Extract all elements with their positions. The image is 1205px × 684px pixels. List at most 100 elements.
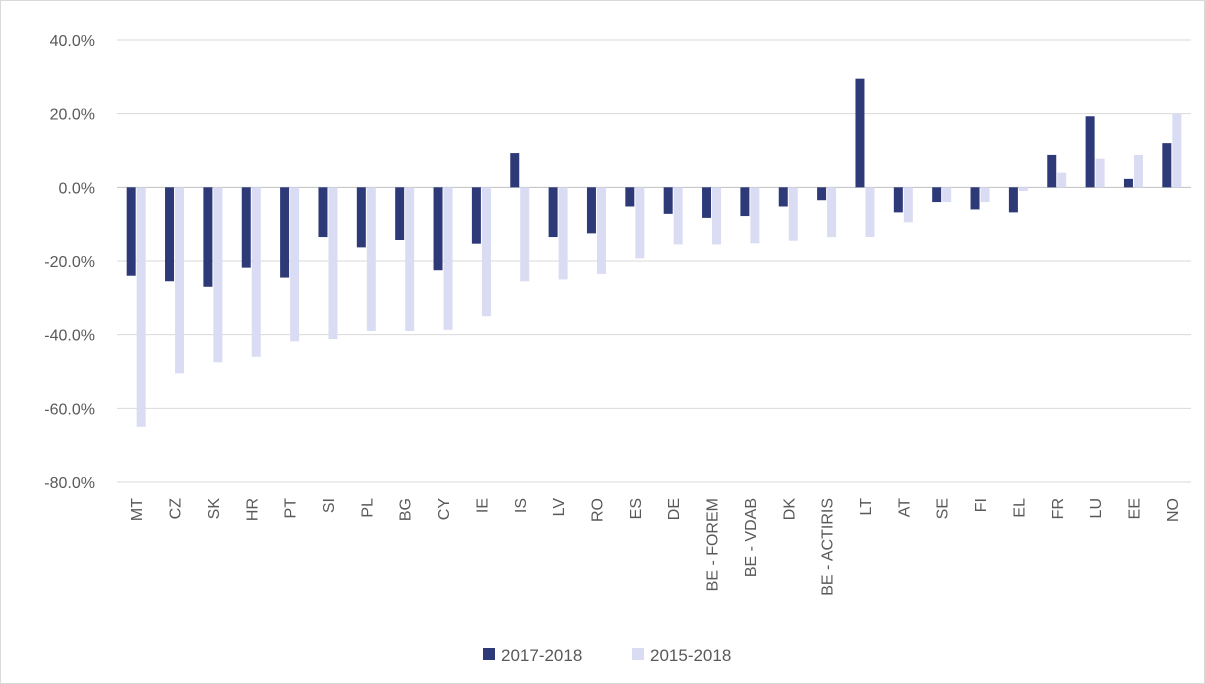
x-tick-label-es: ES [628, 498, 645, 519]
x-tick-label-is: IS [513, 498, 530, 513]
bar-de-2015-2018 [673, 187, 683, 245]
bar-dk-2015-2018 [788, 187, 798, 241]
x-tick-label-lt: LT [858, 498, 875, 516]
bar-cy-2015-2018 [443, 187, 453, 330]
legend-label-2015-2018: 2015-2018 [650, 646, 731, 665]
bar-pt-2015-2018 [290, 187, 300, 342]
x-axis-tick-labels: MT CZ SK HR PT SI PL BG CY IE IS LV RO ES DE BE - FOREM… [129, 498, 1182, 596]
bar-hr-2015-2018 [251, 187, 261, 357]
bar-fr-2017-2018 [1047, 154, 1057, 188]
bar-de-2017-2018 [663, 187, 673, 214]
bar-be-forem-2017-2018 [702, 187, 712, 218]
bar-lt-2017-2018 [855, 78, 865, 188]
bar-bg-2015-2018 [405, 187, 415, 331]
bar-se-2015-2018 [942, 187, 952, 203]
x-tick-label-be-vdab: BE - VDAB [743, 498, 760, 577]
x-tick-label-pt: PT [283, 498, 300, 519]
y-tick-label: 20.0% [50, 107, 95, 124]
bars [126, 78, 1182, 427]
x-tick-label-pl: PL [359, 498, 376, 518]
bar-lv-2015-2018 [558, 187, 568, 280]
bar-cz-2017-2018 [165, 187, 175, 282]
bar-fr-2015-2018 [1057, 172, 1067, 188]
bar-pl-2017-2018 [356, 187, 366, 248]
bar-si-2015-2018 [328, 187, 338, 340]
bar-at-2015-2018 [903, 187, 913, 223]
bar-se-2017-2018 [932, 187, 942, 203]
x-tick-label-be-actiris: BE - ACTIRIS [820, 498, 837, 596]
x-tick-label-no: NO [1165, 498, 1182, 522]
bar-be-vdab-2017-2018 [740, 187, 750, 217]
x-tick-label-el: EL [1011, 498, 1028, 518]
bar-cy-2017-2018 [433, 187, 443, 271]
bar-sk-2015-2018 [213, 187, 223, 363]
x-tick-label-cy: CY [436, 498, 453, 521]
y-tick-label: -40.0% [44, 328, 95, 345]
bar-es-2017-2018 [625, 187, 635, 207]
bar-ee-2017-2018 [1123, 178, 1133, 188]
bar-ro-2017-2018 [586, 187, 596, 234]
x-tick-label-si: SI [321, 498, 338, 513]
bar-mt-2015-2018 [136, 187, 146, 427]
y-tick-label: -80.0% [44, 475, 95, 492]
bar-ie-2017-2018 [471, 187, 481, 244]
bar-lu-2017-2018 [1085, 116, 1095, 188]
bar-el-2015-2018 [1018, 187, 1028, 192]
x-tick-label-fi: FI [973, 498, 990, 512]
x-tick-label-cz: CZ [168, 498, 185, 520]
bar-pt-2017-2018 [280, 187, 290, 278]
bar-bg-2017-2018 [395, 187, 405, 241]
x-tick-label-bg: BG [398, 498, 415, 521]
bar-es-2015-2018 [635, 187, 645, 259]
x-tick-label-mt: MT [129, 498, 146, 521]
y-axis-tick-labels: 40.0% 20.0% 0.0% -20.0% -40.0% -60.0% -80.0% [44, 33, 95, 492]
bar-mt-2017-2018 [126, 187, 136, 276]
gridlines [117, 39, 1191, 483]
bar-si-2017-2018 [318, 187, 328, 238]
bar-lv-2017-2018 [548, 187, 558, 238]
x-tick-label-lv: LV [551, 498, 568, 517]
x-tick-label-at: AT [896, 498, 913, 517]
bar-lt-2015-2018 [865, 187, 875, 238]
x-tick-label-ee: EE [1126, 498, 1143, 519]
legend-swatch-2017-2018 [483, 648, 495, 660]
bar-lu-2015-2018 [1095, 158, 1105, 188]
y-tick-label: -60.0% [44, 401, 95, 418]
x-tick-label-ie: IE [474, 498, 491, 513]
x-tick-label-hr: HR [244, 498, 261, 521]
bar-cz-2015-2018 [175, 187, 185, 374]
bar-no-2015-2018 [1172, 113, 1182, 188]
legend-swatch-2015-2018 [632, 648, 644, 660]
bar-is-2015-2018 [520, 187, 530, 282]
x-tick-label-ro: RO [589, 498, 606, 522]
bar-sk-2017-2018 [203, 187, 213, 287]
bar-ie-2015-2018 [481, 187, 491, 317]
y-tick-label: 40.0% [50, 33, 95, 50]
bar-el-2017-2018 [1008, 187, 1018, 213]
y-tick-label: -20.0% [44, 254, 95, 271]
bar-is-2017-2018 [510, 153, 520, 188]
bar-no-2017-2018 [1162, 143, 1172, 188]
x-tick-label-fr: FR [1050, 498, 1067, 519]
bar-fi-2015-2018 [980, 187, 990, 203]
bar-be-actiris-2017-2018 [817, 187, 827, 201]
bar-be-vdab-2015-2018 [750, 187, 760, 244]
x-tick-label-lu: LU [1088, 498, 1105, 518]
x-tick-label-sk: SK [206, 498, 223, 520]
x-tick-label-de: DE [666, 498, 683, 520]
x-tick-label-se: SE [935, 498, 952, 519]
y-tick-label: 0.0% [59, 180, 95, 197]
legend-label-2017-2018: 2017-2018 [501, 646, 582, 665]
bar-dk-2017-2018 [778, 187, 788, 207]
bar-fi-2017-2018 [970, 187, 980, 210]
x-tick-label-be-forem: BE - FOREM [705, 498, 722, 591]
bar-be-actiris-2015-2018 [827, 187, 837, 238]
bar-ro-2015-2018 [596, 187, 606, 274]
bar-pl-2015-2018 [366, 187, 376, 331]
bar-be-forem-2015-2018 [712, 187, 722, 245]
bar-at-2017-2018 [893, 187, 903, 213]
x-tick-label-dk: DK [781, 498, 798, 521]
legend: 2017-2018 2015-2018 [483, 646, 731, 665]
bar-ee-2015-2018 [1133, 154, 1143, 188]
